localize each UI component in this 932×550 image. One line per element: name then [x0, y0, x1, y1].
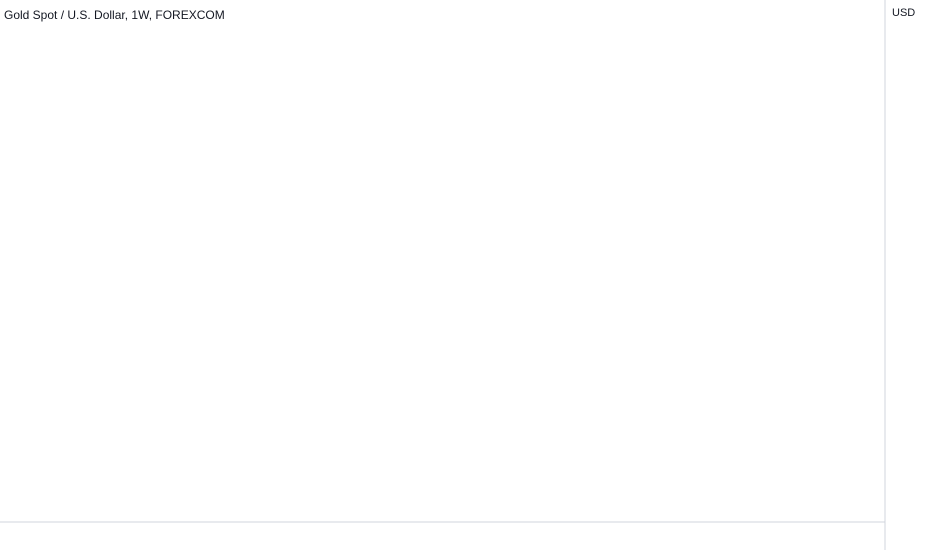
y-unit: USD — [892, 7, 915, 19]
chart-title: Gold Spot / U.S. Dollar, 1W, FOREXCOM — [4, 8, 225, 22]
